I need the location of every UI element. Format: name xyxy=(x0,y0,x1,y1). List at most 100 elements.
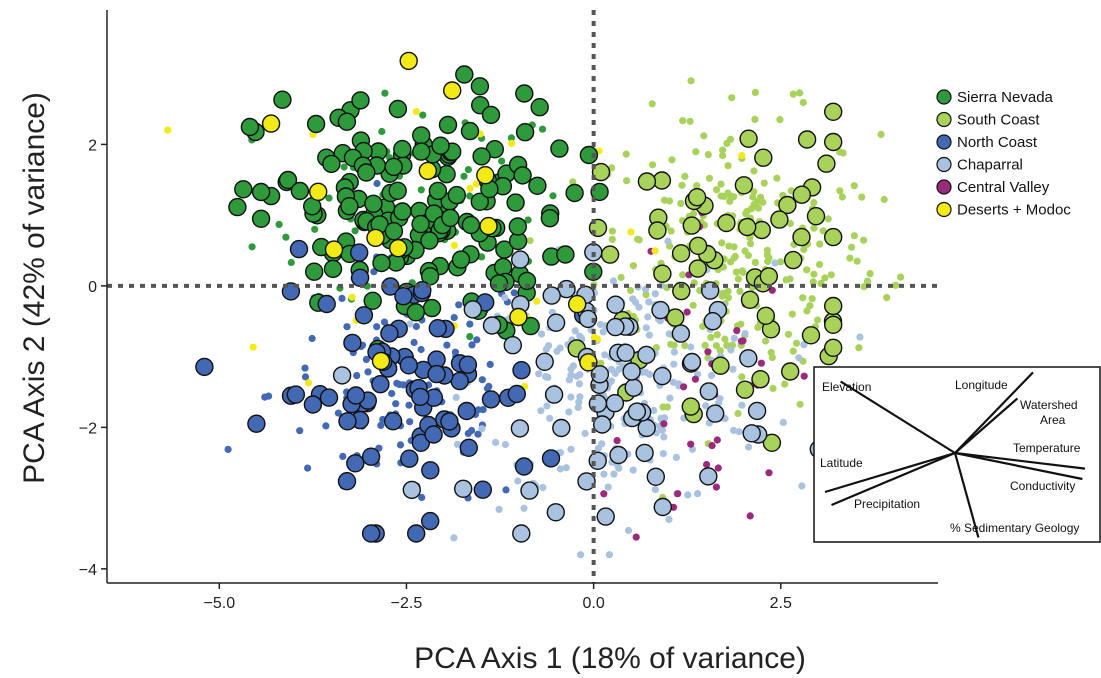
point-sierra-nevada xyxy=(282,233,290,241)
point-south-coast xyxy=(747,205,756,213)
legend-marker-sierra-nevada xyxy=(936,89,952,105)
point-sierra-nevada-large xyxy=(412,142,431,161)
point-chaparral xyxy=(567,445,575,453)
point-deserts-modoc xyxy=(348,293,356,301)
point-sierra-nevada-large xyxy=(388,99,408,119)
point-south-coast xyxy=(815,260,824,269)
point-deserts-modoc xyxy=(472,180,480,188)
point-south-coast xyxy=(686,117,694,125)
point-chaparral-large xyxy=(512,524,531,543)
point-south-coast xyxy=(863,277,872,285)
point-sierra-nevada xyxy=(378,127,386,136)
point-sierra-nevada xyxy=(538,125,547,133)
point-sierra-nevada-large xyxy=(273,90,292,109)
point-central-valley xyxy=(683,308,691,316)
point-south-coast xyxy=(608,235,616,243)
point-south-coast xyxy=(855,344,863,352)
point-chaparral xyxy=(632,298,640,306)
point-south-coast-large xyxy=(671,244,691,263)
point-north-coast-large xyxy=(361,447,381,466)
point-sierra-nevada-large xyxy=(556,245,575,264)
point-chaparral-large xyxy=(699,382,718,401)
point-north-coast-large xyxy=(371,375,390,394)
point-south-coast-large xyxy=(770,210,789,229)
point-south-coast xyxy=(803,307,811,315)
point-south-coast xyxy=(689,301,697,309)
point-north-coast xyxy=(301,364,309,372)
point-north-coast xyxy=(466,320,474,328)
point-sierra-nevada-large xyxy=(530,97,549,117)
point-north-coast xyxy=(473,336,481,344)
point-south-coast-large xyxy=(687,187,707,207)
point-chaparral xyxy=(607,365,616,373)
point-south-coast-large xyxy=(792,227,811,247)
point-north-coast xyxy=(301,373,310,381)
point-north-coast xyxy=(410,338,418,347)
point-chaparral xyxy=(565,376,574,384)
point-chaparral xyxy=(610,470,618,478)
point-chaparral-large xyxy=(535,352,554,371)
point-chaparral-large xyxy=(703,312,722,331)
point-north-coast xyxy=(362,355,370,363)
point-north-coast xyxy=(377,421,385,429)
point-south-coast xyxy=(635,236,643,244)
point-chaparral-large xyxy=(520,481,539,500)
point-north-coast xyxy=(468,341,476,349)
point-chaparral xyxy=(798,482,806,490)
point-chaparral xyxy=(492,438,500,446)
point-south-coast xyxy=(751,115,759,123)
point-chaparral-large xyxy=(646,467,665,486)
point-north-coast xyxy=(261,393,269,401)
point-south-coast xyxy=(749,193,757,201)
point-south-coast xyxy=(704,151,712,159)
point-north-coast-large xyxy=(317,294,336,314)
inset-label-temperature: Temperature xyxy=(1013,441,1081,455)
point-north-coast-large xyxy=(399,356,418,375)
x-tick-label: 0.0 xyxy=(582,595,604,612)
point-chaparral-large xyxy=(699,467,718,486)
point-north-coast xyxy=(485,382,493,390)
point-south-coast xyxy=(693,182,701,190)
point-south-coast xyxy=(713,331,721,339)
point-south-coast-large xyxy=(806,206,826,226)
point-chaparral-large xyxy=(542,286,561,305)
point-chaparral xyxy=(651,290,659,298)
point-chaparral xyxy=(795,354,803,362)
point-sierra-nevada-large xyxy=(461,215,481,235)
point-north-coast-large xyxy=(421,511,440,531)
point-sierra-nevada-large xyxy=(515,122,535,142)
reference-lines xyxy=(107,10,938,583)
point-north-coast xyxy=(502,486,510,494)
point-north-coast xyxy=(395,380,404,389)
point-deserts-modoc-large xyxy=(399,51,418,71)
point-south-coast xyxy=(767,348,775,357)
point-chaparral xyxy=(574,403,582,412)
point-chaparral-large xyxy=(653,366,672,386)
point-deserts-modoc-large xyxy=(476,165,495,185)
legend-label-north-coast: North Coast xyxy=(957,134,1038,151)
point-south-coast xyxy=(803,266,811,274)
point-sierra-nevada-large xyxy=(306,114,326,134)
inset-label-conductivity: Conductivity xyxy=(1010,479,1075,493)
point-south-coast xyxy=(799,98,807,107)
point-chaparral xyxy=(546,414,554,422)
point-chaparral-large xyxy=(637,418,656,438)
point-south-coast xyxy=(677,199,685,208)
point-chaparral xyxy=(577,551,585,559)
point-chaparral-large xyxy=(616,343,635,362)
point-north-coast xyxy=(322,422,330,430)
point-north-coast-large xyxy=(337,472,357,491)
point-chaparral-large xyxy=(544,385,564,404)
point-deserts-modoc xyxy=(249,343,257,351)
point-south-coast xyxy=(773,174,781,182)
loading-vector-longitude xyxy=(954,371,1034,454)
point-north-coast xyxy=(406,418,414,426)
y-tick-label: −2 xyxy=(79,420,97,437)
point-north-coast xyxy=(418,493,426,502)
point-chaparral-large xyxy=(546,313,566,332)
point-deserts-modoc xyxy=(508,139,516,147)
point-south-coast xyxy=(788,310,796,318)
point-chaparral xyxy=(670,348,679,356)
point-sierra-nevada-large xyxy=(431,136,450,155)
point-chaparral xyxy=(599,328,607,336)
